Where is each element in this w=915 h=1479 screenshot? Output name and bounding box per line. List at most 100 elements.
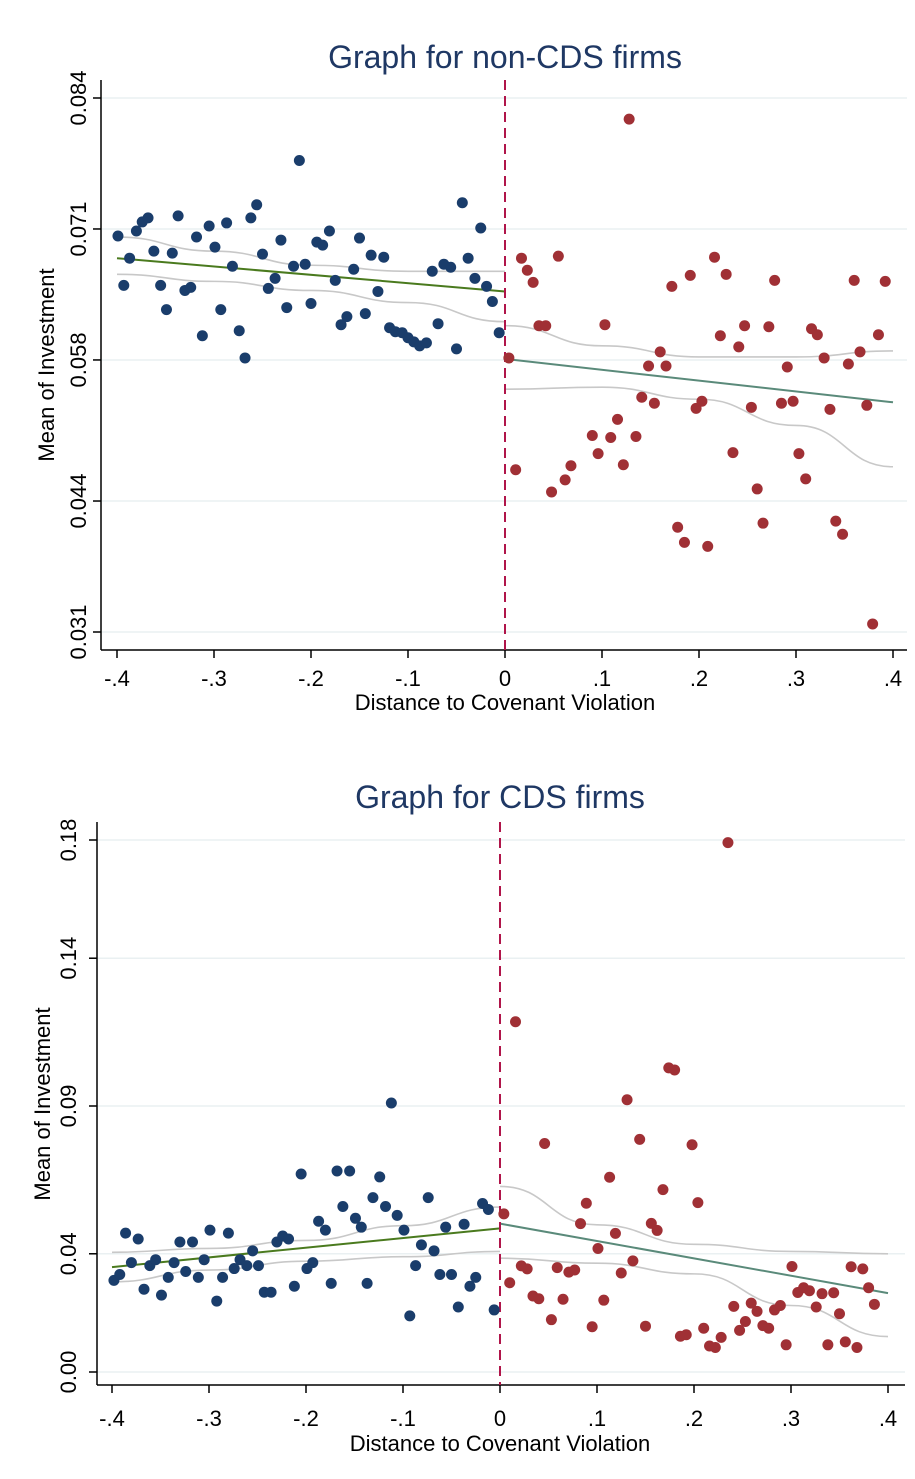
point-left: [132, 1233, 144, 1245]
y-axis-label: Mean of Investment: [30, 1007, 55, 1200]
point-left: [378, 251, 390, 263]
point-left: [355, 1221, 367, 1233]
point-right: [545, 1314, 557, 1326]
point-left: [432, 318, 444, 330]
point-right: [857, 1263, 869, 1275]
point-left: [361, 1277, 373, 1289]
point-left: [114, 1268, 126, 1280]
point-right: [569, 1264, 581, 1276]
point-left: [142, 212, 154, 224]
point-right: [842, 358, 854, 370]
point-left: [348, 263, 360, 275]
point-left: [192, 1271, 204, 1283]
point-left: [239, 352, 251, 364]
point-left: [162, 1271, 174, 1283]
point-left: [344, 1165, 356, 1177]
ci-band-ci-right-upper: [504, 324, 894, 358]
point-left: [319, 1224, 331, 1236]
x-tick-label: -.4: [99, 1406, 125, 1431]
point-right: [781, 361, 793, 373]
point-left: [341, 311, 353, 323]
point-right: [565, 460, 577, 472]
point-right: [648, 397, 660, 409]
point-right: [863, 1282, 875, 1294]
chart-title: Graph for CDS firms: [355, 779, 645, 815]
point-right: [552, 250, 564, 262]
point-left: [434, 1268, 446, 1280]
point-right: [521, 1263, 533, 1275]
x-tick-label: .4: [879, 1406, 897, 1431]
point-right: [557, 1293, 569, 1305]
point-right: [615, 1267, 627, 1279]
point-right: [634, 1133, 646, 1145]
x-axis-label: Distance to Covenant Violation: [355, 690, 655, 715]
point-right: [604, 1171, 616, 1183]
point-right: [780, 1339, 792, 1351]
point-right: [822, 1339, 834, 1351]
point-left: [118, 279, 130, 291]
point-left: [257, 248, 268, 260]
point-right: [640, 1320, 651, 1332]
point-left: [265, 1286, 277, 1298]
point-left: [196, 330, 208, 342]
point-right: [539, 1138, 551, 1150]
point-right: [605, 432, 617, 444]
point-left: [198, 1254, 210, 1266]
chart-cds: 0.00 0.04 0.09 0.14 0.18 -.4 -.3 -.2 -.1 0 .1 .2 .3.…: [30, 779, 905, 1456]
fit-line-right: [504, 357, 894, 404]
point-right: [868, 1298, 880, 1310]
point-left: [247, 1245, 259, 1257]
point-right: [546, 486, 558, 498]
chart-panel-non-cds: 0.031 0.044 0.058 0.071 0.084 -.4 -.3 -.2 -.1 0 .1…: [34, 39, 907, 715]
point-left: [288, 260, 300, 272]
point-left: [226, 260, 238, 272]
point-right: [787, 395, 799, 407]
point-right: [692, 1197, 704, 1209]
point-right: [504, 1277, 516, 1289]
x-tick-label: .1: [588, 1406, 606, 1431]
point-right: [727, 447, 739, 459]
point-right: [621, 1094, 633, 1106]
chart-non-cds: 0.031 0.044 0.058 0.071 0.084 -.4 -.3 -.2 -.1 0 .1…: [34, 39, 907, 715]
point-right: [839, 1336, 851, 1348]
point-right: [769, 274, 781, 286]
y-tick-label: 0.031: [66, 604, 91, 659]
point-left: [422, 1192, 434, 1204]
x-tick-label: -.1: [390, 1406, 416, 1431]
point-left: [203, 220, 215, 232]
point-left: [488, 1304, 500, 1316]
point-right: [734, 1324, 746, 1336]
y-tick-label: 0.058: [66, 332, 91, 387]
point-left: [288, 1280, 300, 1292]
point-left: [456, 197, 468, 209]
point-left: [469, 272, 481, 284]
point-left: [245, 212, 257, 224]
point-right: [775, 397, 787, 409]
point-left: [293, 154, 305, 166]
point-right: [751, 1305, 763, 1317]
point-right: [540, 320, 552, 332]
point-left: [374, 1171, 386, 1183]
x-tick-label: -.2: [293, 1406, 319, 1431]
point-left: [281, 302, 293, 314]
point-right: [867, 618, 879, 630]
point-left: [482, 1203, 494, 1215]
point-left: [241, 1260, 253, 1272]
point-right: [521, 264, 533, 276]
point-left: [462, 252, 474, 264]
x-tick-label: .2: [685, 1406, 703, 1431]
point-left: [470, 1271, 482, 1283]
point-right: [733, 341, 745, 353]
point-right: [751, 483, 763, 495]
point-right: [828, 1287, 840, 1299]
x-tick-label: -.3: [196, 1406, 222, 1431]
point-right: [872, 329, 884, 341]
point-left: [120, 1227, 132, 1239]
x-axis-label: Distance to Covenant Violation: [350, 1431, 650, 1456]
x-tick-label: .1: [593, 666, 611, 691]
point-right: [612, 413, 624, 425]
point-left: [404, 1310, 416, 1322]
chart-panel-cds: 0.00 0.04 0.09 0.14 0.18 -.4 -.3 -.2 -.1 0 .1 .2 .3.…: [0, 750, 915, 1479]
point-left: [335, 319, 347, 331]
point-right: [816, 1288, 828, 1300]
